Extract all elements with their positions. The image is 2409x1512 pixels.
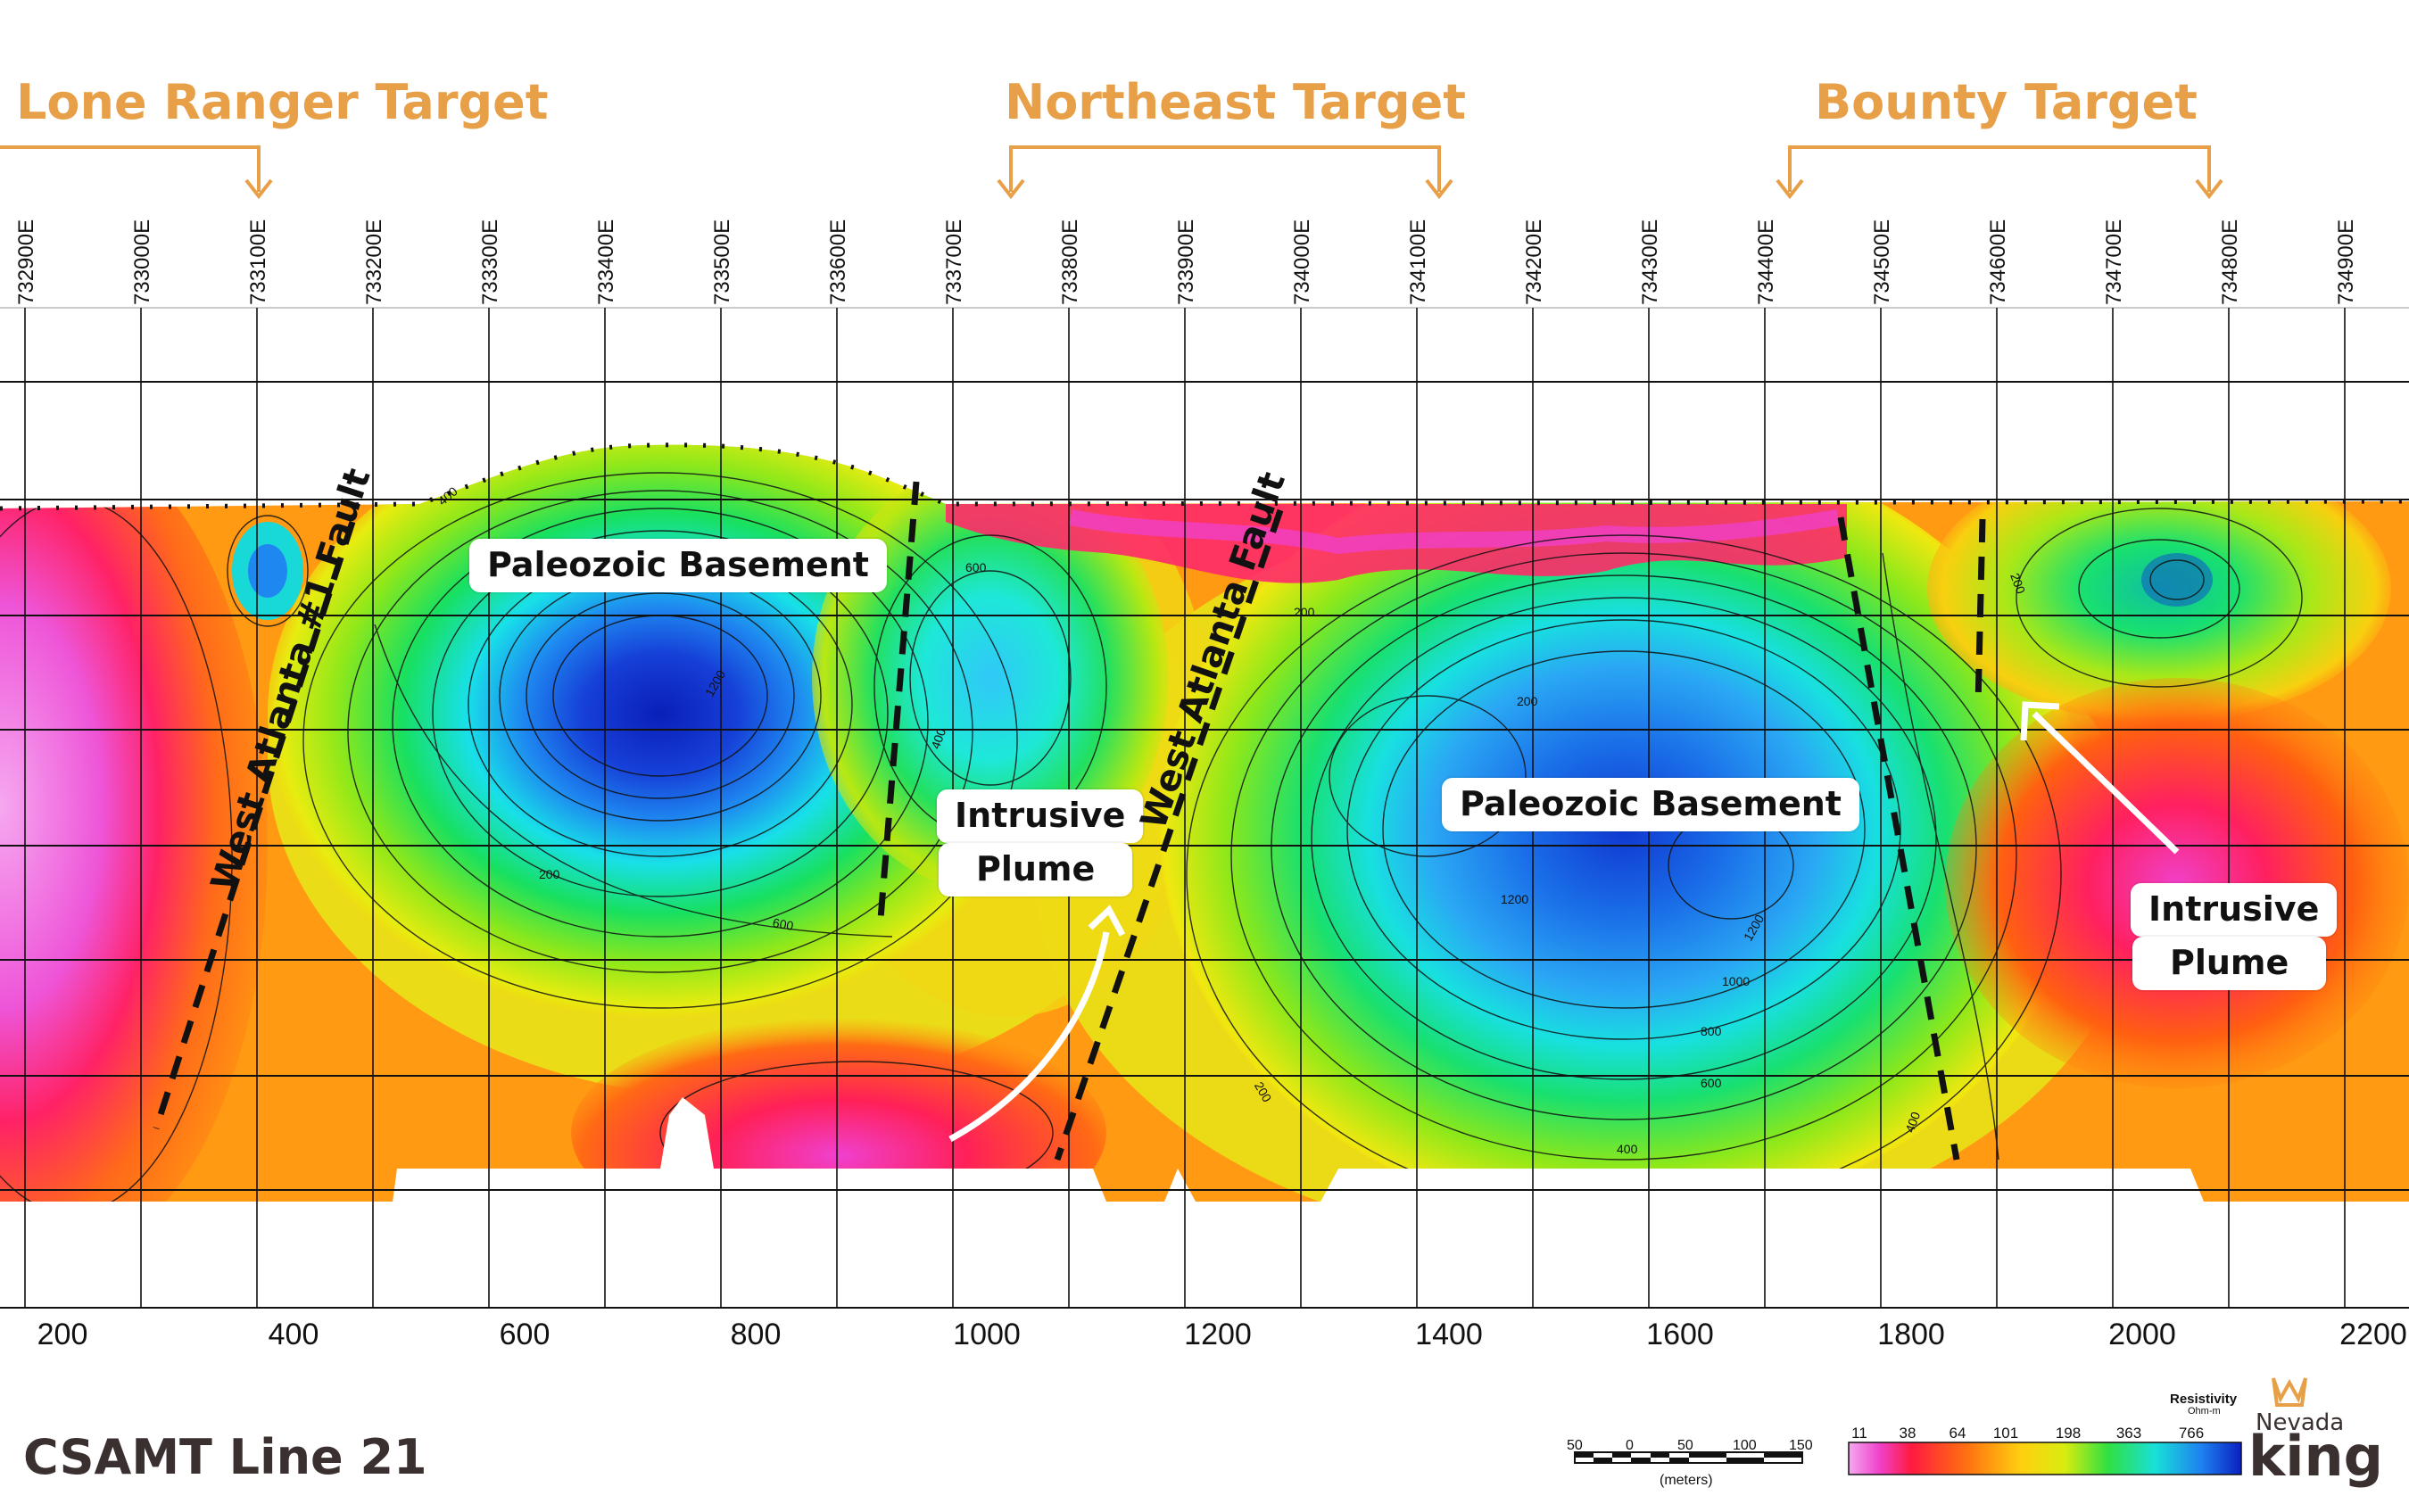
legend-value-label: 198 <box>2055 1425 2082 1442</box>
scale-bar <box>1574 1451 1803 1464</box>
legend-title: Resistivity <box>2170 1392 2238 1407</box>
logo-line1: Nevada <box>2256 1409 2345 1436</box>
contour-lines <box>0 472 2303 1202</box>
lone-ranger-target-label: Lone Ranger Target <box>16 74 549 130</box>
contour-value-label: 1000 <box>1722 974 1751 988</box>
contour-value-label: 1200 <box>1501 892 1529 906</box>
easting-label: 734300E <box>1638 219 1662 305</box>
easting-label: 732900E <box>14 219 38 305</box>
distance-tick-label: 400 <box>268 1318 319 1351</box>
paleozoic-basement-left-callout: Paleozoic Basement <box>469 539 887 592</box>
target-brackets <box>0 145 2223 200</box>
easting-label: 733800E <box>1058 219 1082 305</box>
legend-value-label: 11 <box>1851 1425 1867 1442</box>
easting-label: 733500E <box>710 219 734 305</box>
easting-label: 733000E <box>130 219 154 305</box>
contour-value-label: 600 <box>1701 1076 1722 1090</box>
easting-label: 734900E <box>2334 219 2358 305</box>
nevada-king-logo: Nevada king <box>2248 1411 2383 1484</box>
distance-tick-label: 600 <box>499 1318 551 1351</box>
bounty-target-label: Bounty Target <box>1815 74 2198 130</box>
easting-label: 734700E <box>2102 219 2126 305</box>
plume-arrows <box>948 701 2180 1143</box>
crown-icon <box>2272 1377 2307 1407</box>
legend-value-label: 363 <box>2115 1425 2142 1442</box>
right-plume-arrow <box>2032 711 2180 855</box>
center-plume-arrow <box>948 931 1110 1143</box>
contour-value-label: 600 <box>965 560 987 574</box>
legend-value-label: 64 <box>1949 1425 1966 1442</box>
distance-tick-label: 1000 <box>953 1318 1021 1351</box>
contour-value-label: 200 <box>1517 694 1538 708</box>
intrusive-plume-center-line1: Intrusive <box>937 789 1144 843</box>
distance-tick-label: 2200 <box>2339 1318 2407 1351</box>
easting-label: 734000E <box>1290 219 1314 305</box>
easting-label: 734600E <box>1986 219 2010 305</box>
intrusive-plume-right-line2: Plume <box>2132 937 2327 990</box>
vertical-grid <box>24 308 2346 1308</box>
legend-value-label: 101 <box>1992 1425 2019 1442</box>
distance-tick-label: 2000 <box>2108 1318 2176 1351</box>
scale-tick-label: 150 <box>1789 1438 1813 1453</box>
easting-label: 734200E <box>1522 219 1546 305</box>
scale-tick-label: 50 <box>1677 1438 1693 1453</box>
easting-label: 734100E <box>1406 219 1430 305</box>
scale-unit-label: (meters) <box>1660 1473 1713 1488</box>
scale-tick-label: 100 <box>1733 1438 1757 1453</box>
resistivity-legend-bar <box>1848 1442 2242 1475</box>
intrusive-plume-right-line1: Intrusive <box>2131 883 2338 937</box>
easting-label: 733300E <box>478 219 502 305</box>
legend-value-label: 38 <box>1899 1425 1916 1442</box>
intrusive-plume-center-line2: Plume <box>939 843 1133 896</box>
easting-label: 733900E <box>1174 219 1198 305</box>
easting-label: 733100E <box>246 219 270 305</box>
northeast-target-label: Northeast Target <box>1005 74 1467 130</box>
contour-value-label: 200 <box>1294 605 1315 619</box>
scale-tick-label: 50 <box>1567 1438 1583 1453</box>
paleozoic-basement-right-callout: Paleozoic Basement <box>1442 778 1859 831</box>
easting-label: 733600E <box>826 219 850 305</box>
scale-tick-label: 0 <box>1626 1438 1634 1453</box>
section-title: CSAMT Line 21 <box>23 1429 427 1485</box>
fault-lines <box>153 481 1986 1161</box>
grid-lines <box>0 307 2409 1309</box>
easting-label: 733700E <box>942 219 966 305</box>
easting-label: 734500E <box>1870 219 1894 305</box>
distance-tick-label: 1800 <box>1877 1318 1945 1351</box>
easting-label: 733400E <box>594 219 618 305</box>
contour-value-label: 800 <box>1701 1024 1722 1038</box>
distance-tick-label: 1400 <box>1415 1318 1483 1351</box>
distance-tick-label: 200 <box>37 1318 88 1351</box>
easting-label: 733200E <box>362 219 386 305</box>
distance-tick-label: 800 <box>730 1318 782 1351</box>
contour-value-label: 400 <box>1617 1142 1638 1156</box>
easting-label: 734800E <box>2218 219 2242 305</box>
logo-line2: king <box>2248 1424 2384 1489</box>
contour-value-label: 200 <box>539 867 560 881</box>
distance-tick-label: 1200 <box>1184 1318 1252 1351</box>
resistivity-fill <box>0 444 2409 1202</box>
easting-label: 734400E <box>1754 219 1778 305</box>
legend-unit: Ohm-m <box>2188 1406 2221 1417</box>
distance-tick-label: 1600 <box>1646 1318 1714 1351</box>
legend-value-label: 766 <box>2178 1425 2205 1442</box>
